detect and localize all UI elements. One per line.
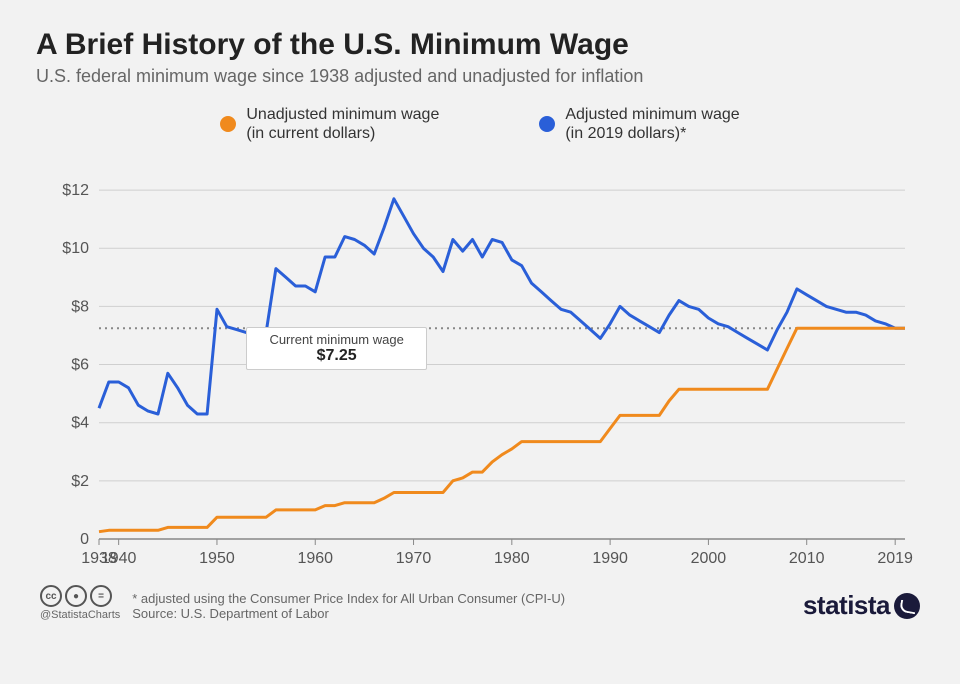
legend-label-unadjusted: Unadjusted minimum wage (in current doll… [246, 105, 439, 143]
svg-text:0: 0 [80, 531, 89, 548]
callout-box: Current minimum wage $7.25 [246, 327, 426, 370]
svg-text:2019: 2019 [877, 550, 913, 567]
statista-dot-icon [894, 593, 920, 619]
svg-text:1990: 1990 [592, 550, 628, 567]
legend-item-unadjusted: Unadjusted minimum wage (in current doll… [220, 105, 439, 143]
page-subtitle: U.S. federal minimum wage since 1938 adj… [36, 66, 924, 87]
source: Source: U.S. Department of Labor [132, 606, 565, 621]
svg-text:2000: 2000 [691, 550, 727, 567]
svg-text:$2: $2 [71, 473, 89, 490]
svg-text:1970: 1970 [396, 550, 432, 567]
svg-text:1940: 1940 [101, 550, 137, 567]
cc-nd-icon: = [90, 585, 112, 607]
statista-logo: statista [803, 590, 920, 621]
legend-item-adjusted: Adjusted minimum wage (in 2019 dollars)* [539, 105, 739, 143]
cc-icon: cc [40, 585, 62, 607]
callout-value: $7.25 [269, 347, 403, 365]
svg-text:1960: 1960 [297, 550, 333, 567]
attribution-handle: @StatistaCharts [40, 609, 120, 621]
chart-svg: 0$2$4$6$8$10$121938194019501960197019801… [45, 151, 915, 571]
svg-text:$8: $8 [71, 299, 89, 316]
svg-text:$4: $4 [71, 415, 89, 432]
svg-text:2010: 2010 [789, 550, 825, 567]
svg-text:$12: $12 [62, 182, 89, 199]
svg-text:1950: 1950 [199, 550, 235, 567]
callout-label: Current minimum wage [269, 332, 403, 347]
svg-text:1980: 1980 [494, 550, 530, 567]
page-title: A Brief History of the U.S. Minimum Wage [36, 28, 924, 62]
svg-text:$10: $10 [62, 241, 89, 258]
legend-marker-unadjusted [220, 116, 236, 132]
cc-by-icon: ● [65, 585, 87, 607]
line-unadjusted [99, 329, 905, 533]
legend-label-adjusted: Adjusted minimum wage (in 2019 dollars)* [565, 105, 739, 143]
legend-marker-adjusted [539, 116, 555, 132]
footnote: * adjusted using the Consumer Price Inde… [132, 591, 565, 606]
legend: Unadjusted minimum wage (in current doll… [36, 105, 924, 143]
cc-icons: cc ● = [40, 585, 120, 607]
chart-area: 0$2$4$6$8$10$121938194019501960197019801… [45, 151, 915, 571]
svg-text:$6: $6 [71, 357, 89, 374]
footer: cc ● = @StatistaCharts * adjusted using … [36, 585, 924, 621]
